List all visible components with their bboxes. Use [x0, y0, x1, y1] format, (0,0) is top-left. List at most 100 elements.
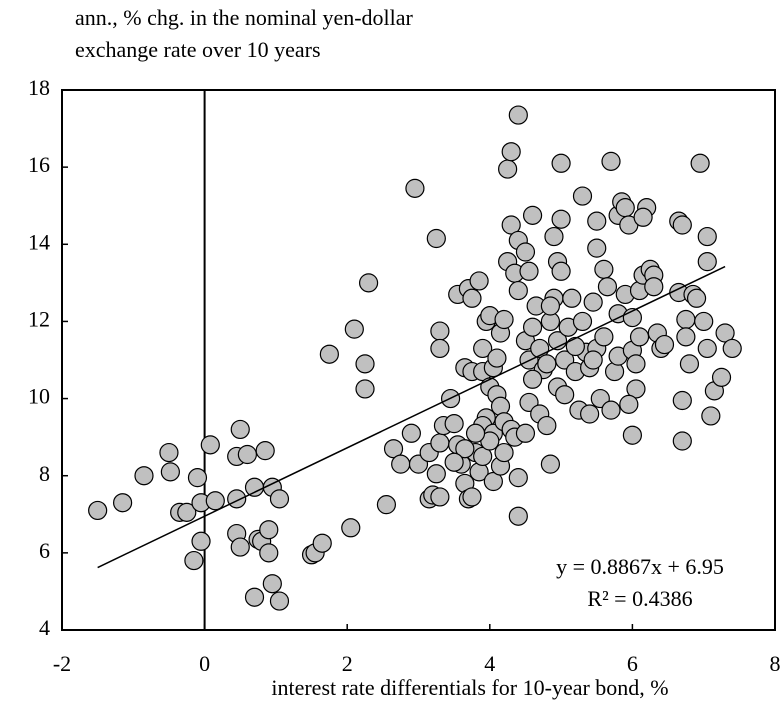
data-point: [540, 296, 561, 316]
data-point: [537, 354, 557, 374]
data-point: [565, 336, 585, 357]
data-point: [615, 198, 635, 218]
y-tick-label: 14: [28, 229, 50, 254]
data-point: [244, 587, 265, 607]
data-point: [376, 495, 397, 515]
data-point: [697, 252, 717, 272]
plot-frame: [61, 89, 776, 631]
data-point: [159, 442, 179, 463]
data-point: [430, 433, 450, 453]
data-point: [187, 468, 208, 488]
data-point: [177, 502, 197, 522]
data-point: [572, 186, 593, 206]
data-point: [405, 178, 425, 198]
data-point: [580, 404, 600, 424]
y-tick-label: 16: [28, 152, 50, 177]
data-point: [383, 439, 404, 459]
data-point: [426, 464, 446, 484]
equation-label: y = 0.8867x + 6.95: [556, 554, 724, 579]
data-point: [551, 209, 571, 229]
data-point: [255, 441, 275, 461]
data-point: [444, 452, 464, 472]
data-point: [690, 153, 710, 173]
data-point: [508, 506, 528, 526]
data-point: [184, 550, 204, 571]
data-point: [583, 350, 603, 370]
data-point: [501, 215, 521, 235]
data-point: [230, 537, 250, 557]
r-squared-label: R² = 0.4386: [587, 586, 692, 611]
y-tick-label: 4: [39, 615, 50, 640]
data-point: [537, 415, 557, 436]
data-point: [544, 226, 564, 247]
data-point: [587, 238, 607, 258]
data-point: [629, 327, 650, 347]
data-point: [237, 444, 257, 465]
data-point: [473, 338, 493, 359]
data-point: [587, 211, 607, 231]
data-point: [508, 105, 528, 125]
data-point: [679, 354, 700, 374]
data-point: [555, 385, 575, 405]
data-point: [259, 543, 279, 563]
data-point: [694, 311, 714, 332]
data-point: [701, 406, 721, 426]
data-point: [686, 288, 707, 308]
data-point: [191, 531, 211, 551]
data-point: [444, 414, 464, 434]
y-tick-label: 6: [39, 538, 50, 563]
data-point: [601, 151, 621, 171]
data-point: [626, 354, 646, 374]
data-point: [200, 435, 220, 455]
data-point: [426, 228, 446, 249]
data-point: [483, 471, 503, 492]
y-tick-label: 8: [39, 461, 50, 486]
data-point: [134, 466, 154, 486]
data-point: [515, 242, 536, 262]
trend-line: [97, 265, 726, 569]
data-point: [269, 591, 290, 611]
data-point: [205, 491, 225, 511]
data-point: [113, 493, 133, 513]
data-point: [430, 321, 450, 341]
data-point: [401, 423, 421, 443]
data-point: [355, 354, 375, 374]
data-point: [508, 468, 528, 488]
data-point: [473, 446, 493, 467]
data-point: [341, 518, 361, 538]
data-point: [672, 215, 692, 235]
data-point: [619, 394, 639, 414]
data-point: [319, 344, 339, 364]
data-point: [430, 338, 450, 359]
data-point: [551, 261, 571, 281]
data-point: [676, 327, 696, 347]
data-point: [594, 327, 614, 347]
data-point: [622, 425, 643, 445]
data-point: [244, 477, 265, 497]
data-point: [494, 442, 514, 463]
data-point: [487, 348, 507, 368]
data-point: [711, 367, 732, 387]
y-tick-label: 18: [28, 75, 50, 100]
data-point: [508, 280, 528, 301]
data-point: [519, 261, 539, 281]
data-point: [522, 205, 543, 225]
data-point: [227, 489, 247, 509]
data-point: [469, 271, 489, 291]
data-point: [269, 489, 290, 509]
data-point: [583, 292, 603, 312]
data-point: [601, 400, 621, 420]
data-point: [501, 142, 521, 162]
data-point: [455, 439, 475, 459]
data-point: [160, 462, 180, 482]
data-point: [722, 338, 742, 359]
data-point: [540, 454, 561, 474]
data-point: [494, 309, 514, 330]
data-point: [262, 574, 282, 594]
data-point: [626, 379, 646, 399]
data-point: [644, 277, 664, 297]
x-tick-label: 8: [770, 651, 781, 676]
data-point: [344, 319, 364, 339]
data-point: [654, 334, 675, 355]
